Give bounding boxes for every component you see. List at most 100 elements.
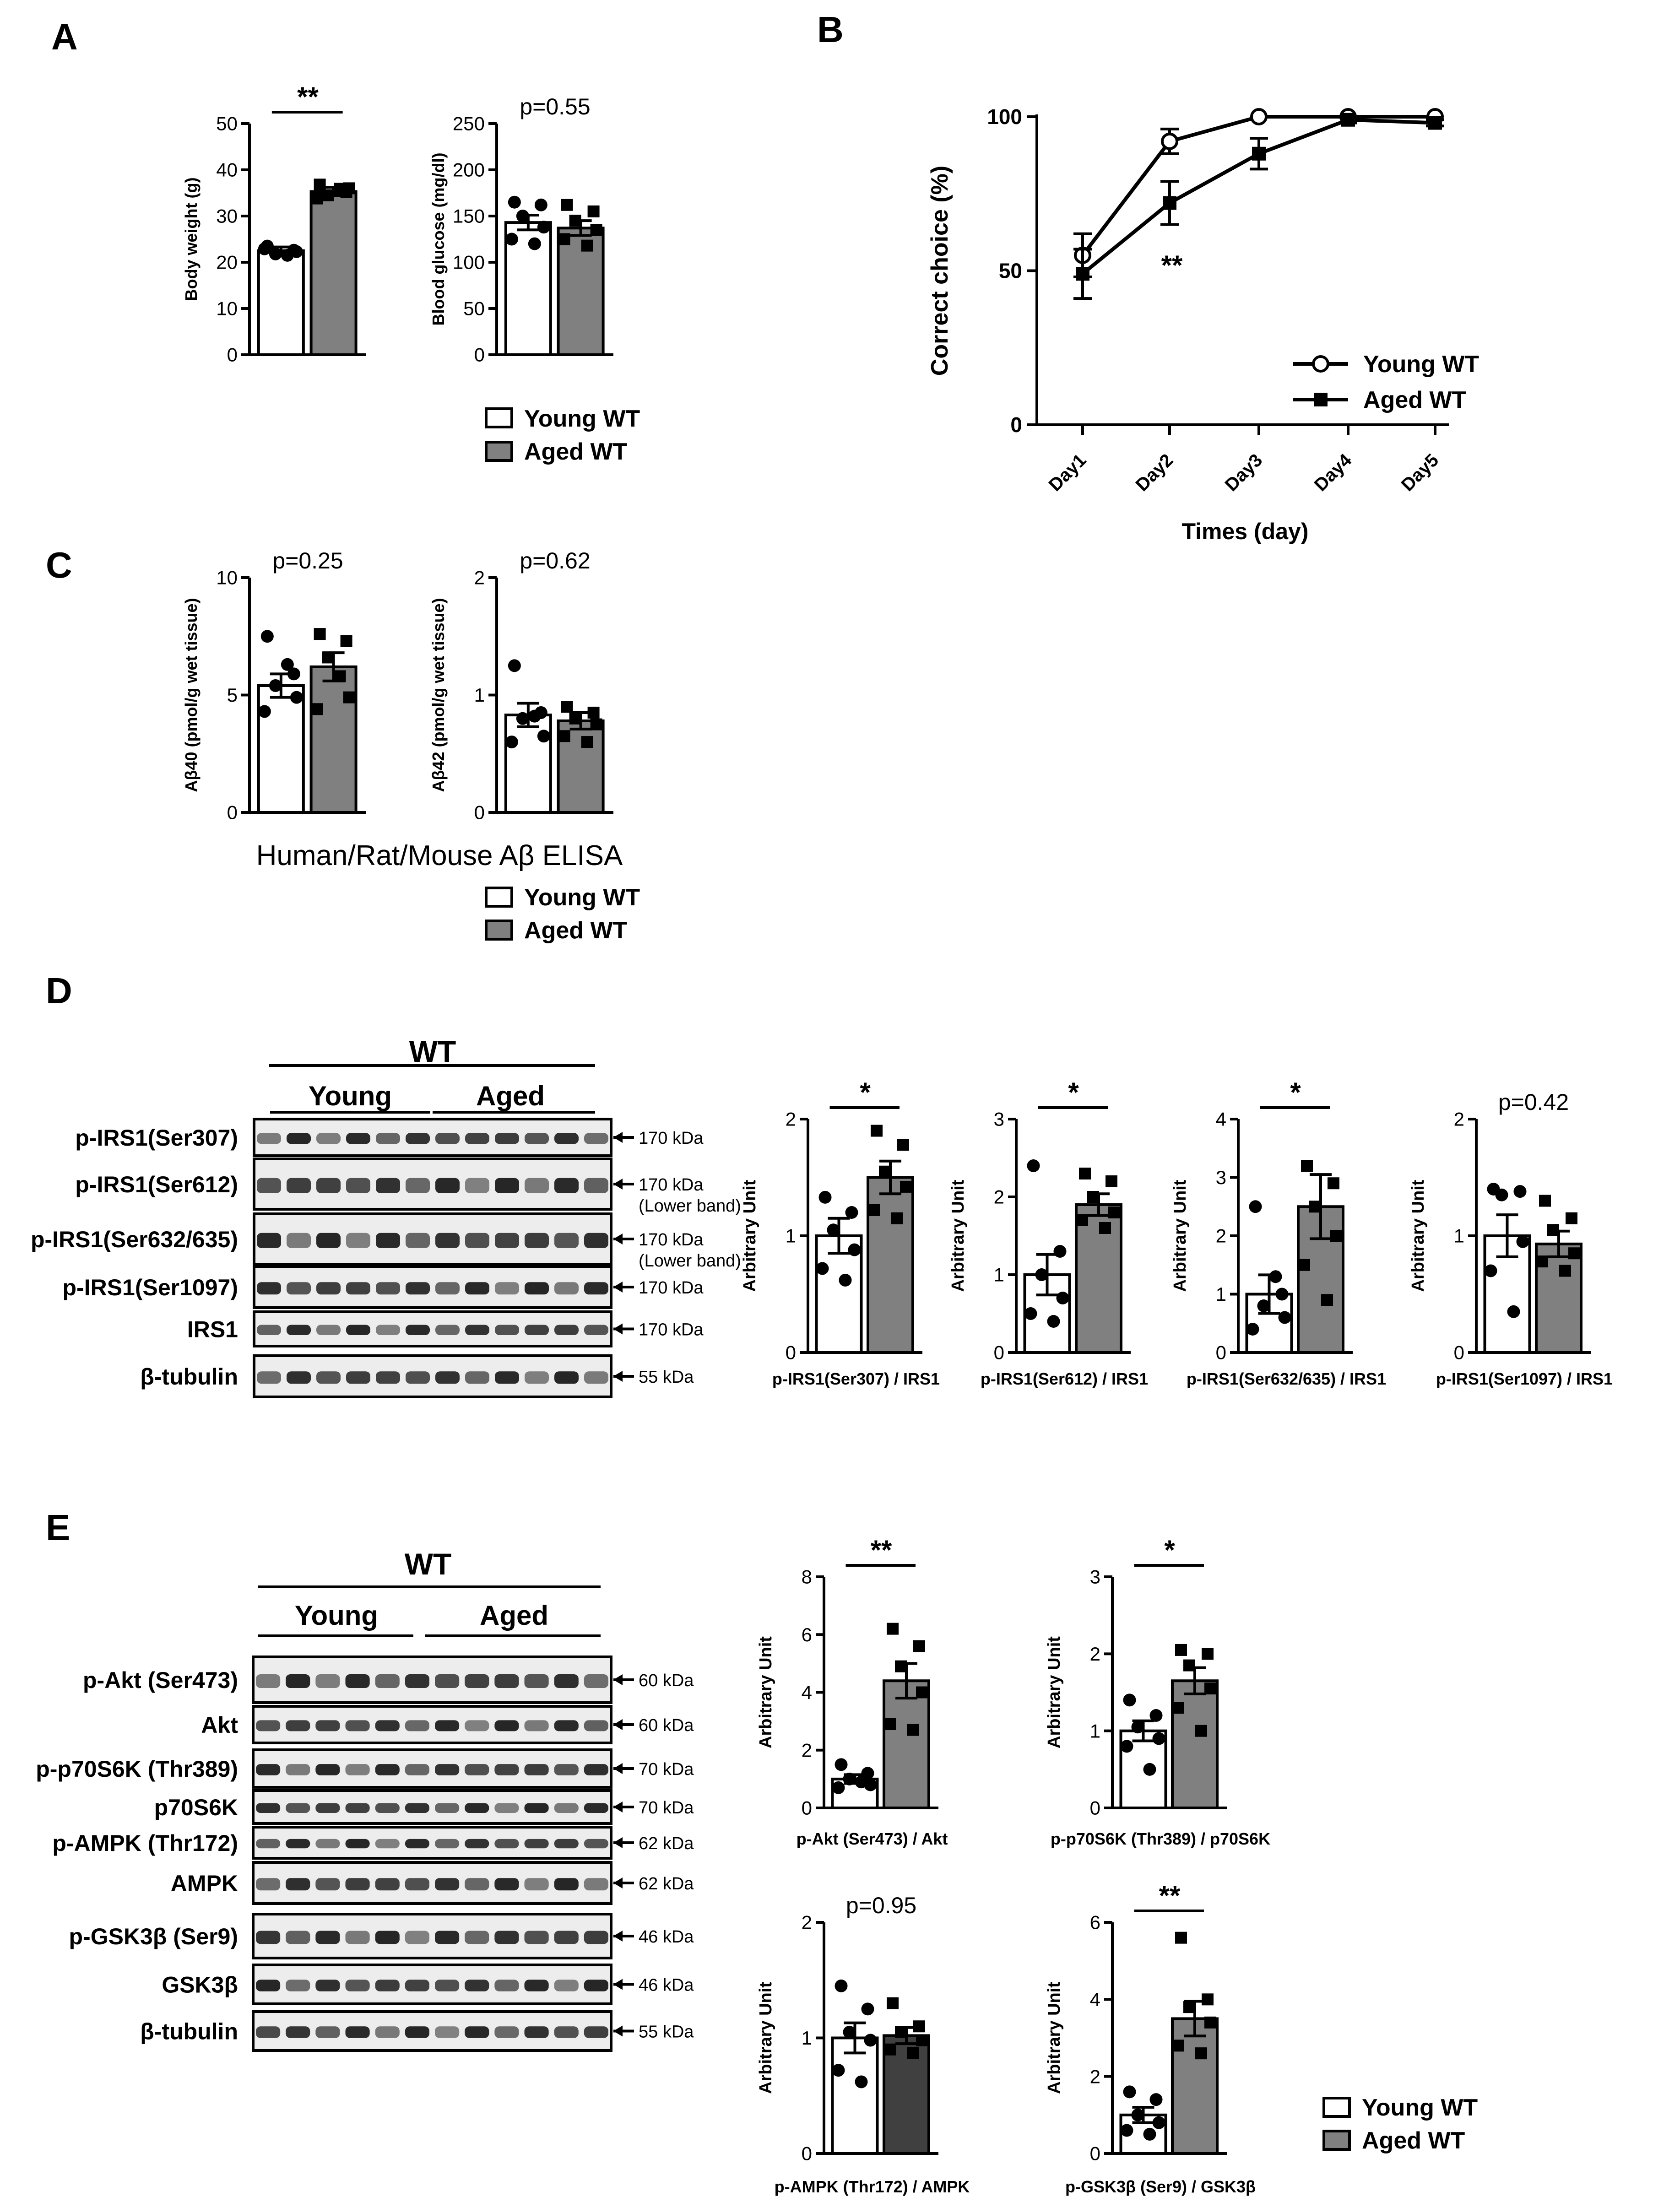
blot-band	[554, 1674, 579, 1688]
kda-label: 60 kDa	[639, 1716, 694, 1735]
blot-band	[345, 1674, 370, 1688]
blot-band	[315, 1764, 340, 1775]
y-tick-label: 4	[1090, 1989, 1100, 2010]
data-point	[1252, 146, 1266, 161]
significance-label: p=0.42	[1498, 1089, 1569, 1115]
y-tick-label: 0	[802, 2143, 812, 2164]
panel-label-b: B	[817, 9, 844, 50]
blot-band	[524, 1839, 549, 1849]
data-point	[1056, 1292, 1069, 1304]
blot-band	[405, 2026, 429, 2038]
kda-arrowhead	[613, 1674, 623, 1685]
kda-label: 55 kDa	[639, 2023, 694, 2042]
blot-band	[287, 1133, 311, 1144]
blot-band	[435, 1325, 460, 1335]
data-point	[1152, 1732, 1165, 1745]
data-point	[913, 2020, 925, 2033]
data-point	[835, 1979, 848, 1992]
data-point	[1047, 1315, 1060, 1328]
y-tick-label: 0	[474, 344, 485, 366]
data-point	[855, 2075, 868, 2088]
data-point	[314, 179, 326, 191]
data-point	[895, 1660, 907, 1672]
data-point	[1175, 1644, 1187, 1656]
data-point	[1087, 1191, 1099, 1203]
panel-label-e: E	[46, 1507, 70, 1548]
kda-arrowhead	[613, 1979, 623, 1990]
data-point	[569, 215, 581, 227]
blot-band	[406, 1133, 430, 1144]
data-point	[1559, 1265, 1571, 1277]
data-point	[561, 701, 573, 713]
bar	[557, 227, 605, 356]
y-tick-label: 8	[802, 1566, 812, 1588]
blot-row: IRS1 170 kDa	[187, 1310, 704, 1347]
bar	[309, 190, 358, 356]
blot-band	[554, 1371, 579, 1384]
data-point	[1143, 1763, 1156, 1776]
blot-band	[287, 1325, 311, 1335]
data-point	[537, 730, 550, 743]
blot-d: p-IRS1(Ser307) 170 kDa p-IRS1(Ser612) 170 k…	[31, 1118, 741, 1398]
data-point	[1298, 1259, 1310, 1271]
data-point	[528, 237, 541, 250]
data-point	[843, 1772, 856, 1785]
data-point	[1035, 1268, 1048, 1281]
blot-e: p-Akt (Ser473) 60 kDa Akt 60 kDa p-p70S6K (T…	[36, 1656, 694, 2052]
data-point	[1123, 1693, 1136, 1707]
blot-frame	[253, 1354, 612, 1398]
bar	[257, 249, 305, 356]
data-point	[258, 705, 271, 718]
blot-band	[256, 1764, 281, 1775]
blot-band	[495, 1371, 519, 1384]
x-axis-label: p-IRS1(Ser632/635) / IRS1	[1187, 1369, 1386, 1388]
y-tick-label: 150	[453, 206, 485, 227]
y-axis-label: Arbitrary Unit	[1045, 1636, 1064, 1748]
data-point	[558, 730, 570, 742]
data-point	[1053, 1245, 1067, 1258]
y-tick-label: 2	[786, 1109, 796, 1130]
blot-band	[525, 1371, 549, 1384]
data-point	[843, 2025, 856, 2039]
kda-label: 62 kDa	[639, 1874, 694, 1894]
blot-band	[465, 1980, 489, 1991]
data-point	[587, 205, 600, 217]
data-point	[1152, 2116, 1165, 2129]
data-point	[1257, 1299, 1270, 1312]
blot-band	[525, 1133, 549, 1144]
blot-row: Akt 60 kDa	[201, 1705, 694, 1744]
blot-band	[256, 1803, 281, 1813]
blot-frame	[252, 1826, 612, 1860]
legend-label-young: Young WT	[524, 884, 640, 911]
blot-band	[584, 1803, 608, 1813]
y-tick-label: 0	[786, 1342, 796, 1363]
legend-label-young: Young WT	[524, 406, 640, 432]
blot-band	[406, 1371, 430, 1384]
kda-label: 46 kDa	[639, 1927, 694, 1947]
blot-band	[375, 1720, 400, 1731]
blot-band	[525, 1233, 549, 1248]
blot-band	[465, 2026, 489, 2038]
blot-row-label: p-IRS1(Ser612)	[75, 1172, 238, 1197]
y-axis-label: Arbitrary Unit	[756, 1636, 775, 1748]
y-tick-label: 200	[453, 159, 485, 181]
blot-band	[435, 1720, 460, 1731]
data-point	[1330, 1230, 1342, 1242]
blot-row: p70S6K 70 kDa	[154, 1789, 694, 1825]
blot-band	[584, 1233, 608, 1248]
blot-band	[345, 1931, 370, 1944]
blot-d-aged: Aged	[476, 1081, 545, 1111]
blot-band	[435, 1931, 460, 1944]
y-tick-label: 1	[1090, 1720, 1100, 1742]
data-point	[1513, 1185, 1527, 1198]
significance-label: p=0.62	[520, 548, 590, 573]
y-tick-label: 50	[999, 259, 1022, 283]
blot-band	[584, 1674, 608, 1688]
data-point	[269, 247, 282, 260]
blot-band	[375, 2026, 400, 2038]
blot-band	[495, 1325, 519, 1335]
data-point	[505, 736, 518, 749]
data-point	[855, 1775, 868, 1789]
bar	[1171, 1679, 1219, 1809]
data-point	[1161, 132, 1178, 150]
